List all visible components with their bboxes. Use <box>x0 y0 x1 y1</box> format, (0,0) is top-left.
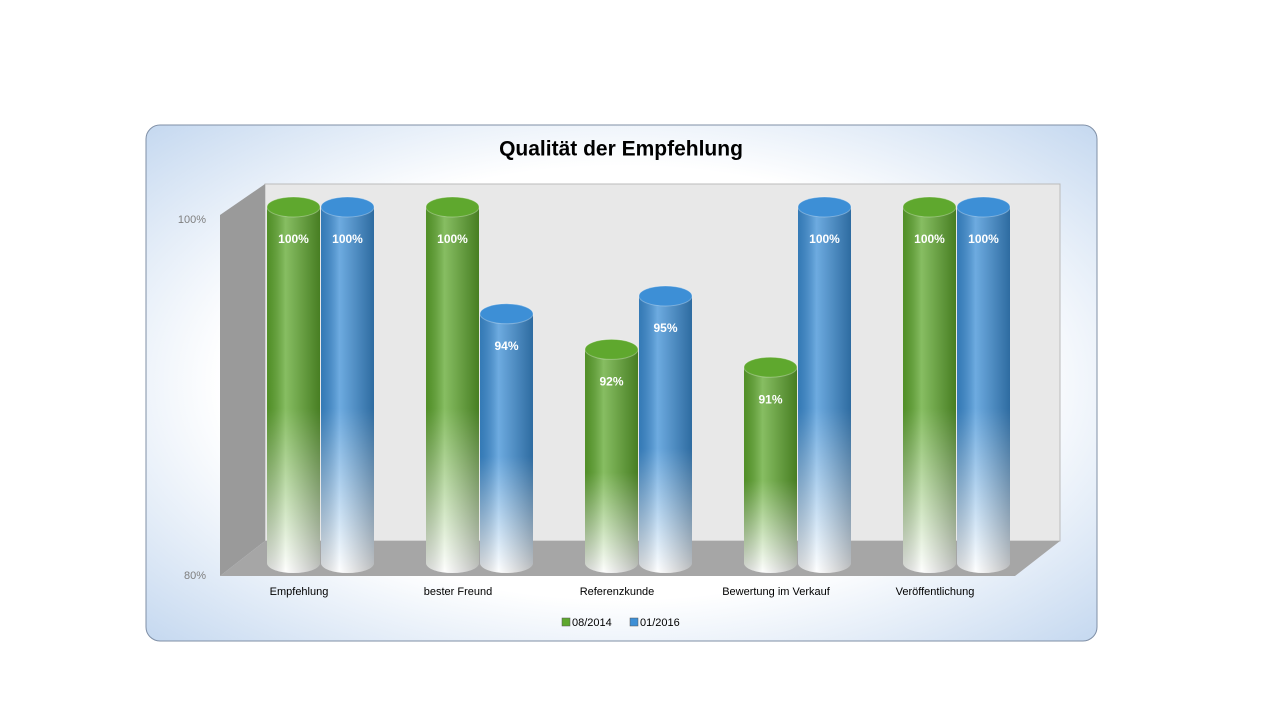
value-label: 100% <box>437 232 468 246</box>
value-label: 100% <box>809 232 840 246</box>
y-tick-label: 80% <box>184 570 206 582</box>
bar-cap <box>425 196 480 218</box>
value-label: 91% <box>758 392 782 406</box>
bar-cap <box>479 303 534 325</box>
chart-title: Qualität der Empfehlung <box>499 138 743 161</box>
side-wall <box>220 184 265 576</box>
bar-shade <box>426 207 479 573</box>
bar-cap <box>584 338 639 360</box>
value-label: 94% <box>494 339 518 353</box>
bar-cap <box>902 196 957 218</box>
x-tick-label: Empfehlung <box>270 586 329 598</box>
bar-cap <box>266 196 321 218</box>
bar-shade <box>267 207 320 573</box>
bar-shade <box>480 313 533 573</box>
legend-swatch <box>629 617 639 627</box>
bar-shade <box>585 349 638 573</box>
value-label: 92% <box>599 375 623 389</box>
x-tick-label: Bewertung im Verkauf <box>722 586 831 598</box>
value-label: 100% <box>968 232 999 246</box>
bar-shade <box>744 367 797 573</box>
value-label: 100% <box>278 232 309 246</box>
bar-shade <box>903 207 956 573</box>
legend-label: 01/2016 <box>640 617 680 629</box>
value-label: 100% <box>332 232 363 246</box>
bar-cap <box>956 196 1011 218</box>
y-tick-label: 100% <box>178 214 206 226</box>
bar-cap <box>743 356 798 378</box>
bar-shade <box>639 296 692 573</box>
bar-cap <box>320 196 375 218</box>
x-tick-label: bester Freund <box>424 586 492 598</box>
bar-shade <box>321 207 374 573</box>
bar-cap <box>638 285 693 307</box>
value-label: 95% <box>653 321 677 335</box>
legend-label: 08/2014 <box>572 617 612 629</box>
bar-cap <box>797 196 852 218</box>
value-label: 100% <box>914 232 945 246</box>
bar-shade <box>957 207 1010 573</box>
bar-shade <box>798 207 851 573</box>
legend-swatch <box>561 617 571 627</box>
x-tick-label: Referenzkunde <box>580 586 655 598</box>
x-tick-label: Veröffentlichung <box>896 586 975 598</box>
